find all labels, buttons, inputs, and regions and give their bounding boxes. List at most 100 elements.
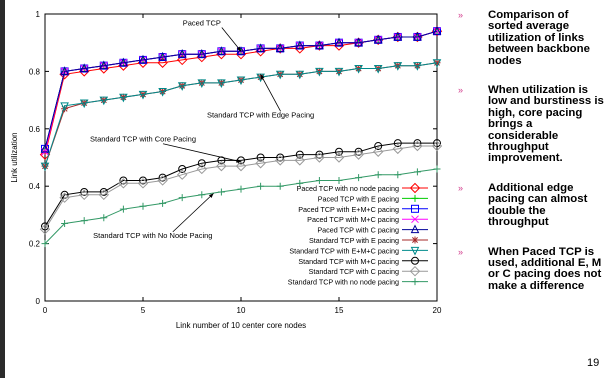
annotation-arrow	[221, 27, 242, 52]
data-point	[314, 152, 325, 163]
bullet-text: When utilization is low and burstiness i…	[488, 84, 604, 165]
data-point	[257, 182, 265, 190]
utilization-chart: 0 5 10 15 20 0 0.2 0.4 0.6 0.8 1 Link number of 10 …	[10, 10, 443, 330]
data-point	[355, 174, 363, 182]
data-point	[315, 40, 324, 50]
x-tick-label: 10	[237, 306, 246, 315]
data-point	[139, 176, 147, 185]
data-point	[315, 176, 323, 184]
data-point	[157, 57, 168, 68]
annotation-label: Standard TCP with Core Pacing	[90, 135, 196, 144]
data-point	[354, 147, 363, 156]
bullet-marker: »	[458, 182, 464, 193]
data-point	[41, 240, 49, 248]
data-point	[334, 37, 344, 47]
data-point	[100, 214, 108, 222]
data-point	[176, 169, 188, 180]
bullet-marker: »	[458, 85, 464, 96]
data-point	[412, 140, 423, 152]
data-point	[138, 90, 148, 100]
data-point	[39, 149, 51, 160]
legend-marker	[410, 246, 420, 256]
data-point	[177, 82, 187, 91]
legend-marker	[411, 194, 419, 202]
legend-label: Standard TCP with no node pacing	[288, 278, 399, 287]
x-tick-label: 15	[335, 306, 344, 315]
bullet-text: Comparison of sorted average utilization…	[488, 9, 590, 67]
data-point	[335, 176, 343, 184]
bullet-item: » When utilization is low and burstiness…	[455, 84, 605, 165]
data-point	[41, 222, 49, 231]
data-point	[276, 182, 284, 190]
data-point	[295, 150, 304, 159]
data-point	[158, 173, 167, 182]
data-point	[119, 57, 128, 67]
data-point	[119, 176, 128, 185]
legend-label: Paced TCP with E pacing	[318, 194, 399, 203]
data-point	[217, 188, 225, 196]
data-point	[99, 187, 108, 196]
data-point	[393, 62, 403, 71]
y-tick-label: 0	[36, 297, 41, 306]
annotation-label: Paced TCP	[183, 18, 221, 27]
data-point	[275, 43, 285, 52]
data-point	[294, 155, 306, 166]
data-point	[394, 171, 402, 179]
data-point	[40, 143, 50, 153]
data-point	[41, 162, 49, 170]
data-point	[392, 143, 404, 155]
data-point	[296, 179, 304, 187]
data-point	[197, 159, 206, 168]
data-point	[119, 93, 128, 103]
annotation-arrowhead	[208, 193, 214, 198]
y-tick-label: 1	[36, 10, 41, 19]
data-point	[433, 139, 441, 148]
data-point	[256, 153, 265, 162]
x-tick-label: 5	[141, 306, 146, 315]
data-point	[217, 79, 226, 88]
bullet-marker: »	[458, 10, 464, 20]
data-point	[158, 51, 167, 61]
legend-marker	[410, 224, 420, 234]
data-point	[157, 175, 168, 186]
data-point	[374, 171, 382, 179]
data-point	[235, 160, 247, 172]
data-point	[255, 158, 266, 169]
annotation-arrow	[172, 193, 214, 233]
data-point	[159, 199, 167, 207]
data-point	[40, 162, 50, 172]
data-point	[197, 49, 207, 58]
bullet-list: » Comparison of sorted average utilizati…	[455, 9, 605, 305]
bullet-item: » Comparison of sorted average utilizati…	[455, 9, 605, 67]
legend-marker	[411, 256, 419, 265]
bullet-text: When Paced TCP is used, additional E, M …	[488, 245, 602, 292]
data-point	[315, 150, 324, 159]
legend-marker	[411, 278, 419, 286]
x-tick-label: 0	[43, 306, 48, 315]
data-point	[80, 217, 88, 225]
data-point	[137, 178, 149, 189]
data-point	[335, 147, 343, 156]
data-point	[139, 202, 147, 210]
series-line	[44, 145, 437, 230]
legend-marker	[411, 236, 419, 244]
data-point	[61, 105, 69, 113]
y-axis-label: Link utilization	[10, 132, 19, 182]
data-point	[80, 187, 89, 196]
data-point	[39, 224, 51, 235]
data-point	[236, 46, 246, 55]
annotation-arrowhead	[236, 158, 241, 163]
legend-marker	[409, 265, 421, 277]
data-point	[315, 67, 324, 77]
data-point	[295, 70, 305, 80]
data-point	[61, 220, 69, 228]
data-point	[99, 96, 109, 106]
data-point	[393, 139, 402, 148]
legend-marker	[409, 182, 421, 194]
legend-label: Paced TCP with M+C pacing	[307, 215, 399, 224]
legend-label: Standard TCP with M+C pacing	[298, 257, 399, 266]
data-point	[60, 102, 69, 111]
data-point	[78, 189, 90, 201]
data-point	[374, 142, 383, 151]
data-point	[236, 76, 246, 86]
